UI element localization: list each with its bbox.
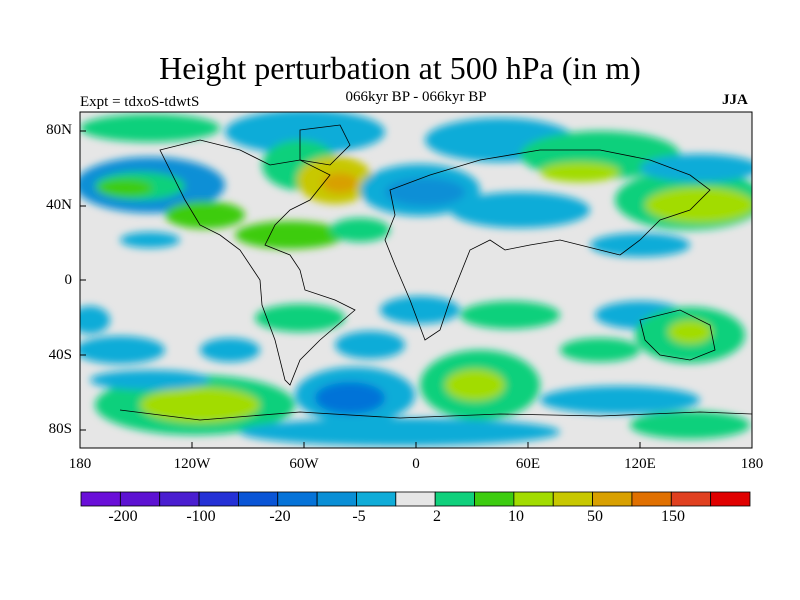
experiment-label: Expt = tdxoS-tdwtS [80, 94, 200, 110]
x-tick-0: 0 [412, 456, 420, 472]
colorbar-label: -20 [269, 508, 291, 525]
colorbar-box [316, 491, 357, 507]
x-tick-60e: 60E [515, 456, 541, 472]
colorbar-box [198, 491, 239, 507]
season-label: JJA [722, 92, 748, 108]
axis-ticks [80, 130, 641, 448]
colorbar-box [474, 491, 515, 507]
period-label: 066kyr BP - 066kyr BP [345, 89, 487, 105]
colorbar-box [395, 491, 436, 507]
x-tick-120w: 120W [173, 456, 211, 472]
colorbar-box [710, 491, 751, 507]
colorbar-box [159, 491, 200, 507]
colorbar-box [80, 491, 121, 507]
colorbar-label: -200 [108, 508, 138, 525]
colorbar-label: -100 [186, 508, 216, 525]
x-tick-180e: 180 [740, 456, 764, 472]
y-tick-40n: 40N [46, 197, 72, 213]
colorbar-box [356, 491, 397, 507]
y-tick-80n: 80N [46, 122, 72, 138]
colorbar-box [277, 491, 318, 507]
colorbar-box [119, 491, 161, 507]
y-tick-40s: 40S [48, 347, 72, 363]
x-tick-120e: 120E [624, 456, 656, 472]
colorbar-box [513, 491, 554, 507]
colorbar-box [670, 491, 712, 507]
coastlines [119, 124, 752, 421]
y-tick-0: 0 [64, 272, 73, 288]
colorbar-box [434, 491, 475, 507]
plot-title: Height perturbation at 500 hPa (in m) [159, 50, 641, 86]
colorbar-label: 2 [433, 508, 441, 525]
colorbar-box [238, 491, 279, 507]
colorbar-label: 50 [587, 508, 603, 525]
contour-field [80, 112, 752, 448]
colorbar-box [552, 491, 593, 507]
colorbar-label: -5 [352, 508, 366, 525]
colorbar-box [631, 491, 672, 507]
colorbar [80, 491, 751, 507]
colorbar-label: 150 [661, 508, 685, 525]
y-tick-80s: 80S [48, 421, 72, 437]
colorbar-label: 10 [508, 508, 524, 525]
x-tick-180w: 180 [68, 456, 92, 472]
colorbar-box [592, 491, 633, 507]
x-tick-60w: 60W [289, 456, 319, 472]
